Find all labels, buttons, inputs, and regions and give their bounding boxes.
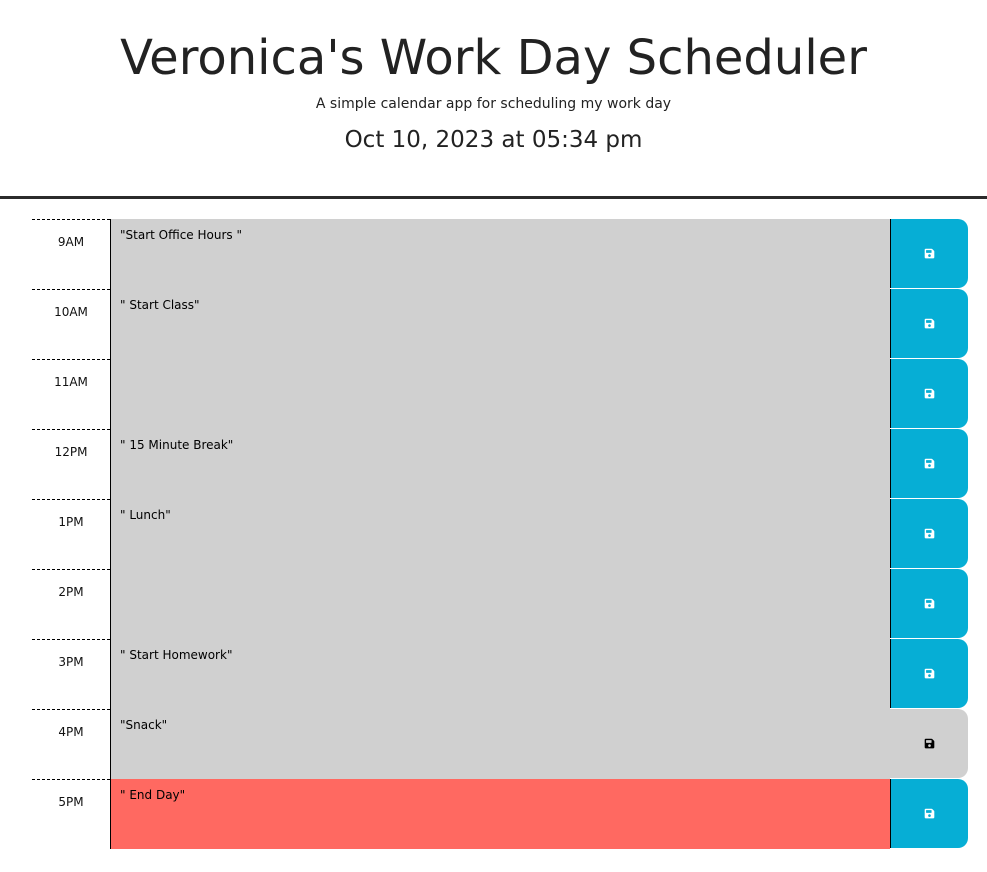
floppy-disk-icon	[924, 388, 935, 399]
time-block-row: 2PM	[32, 569, 968, 639]
header: Veronica's Work Day Scheduler A simple c…	[0, 0, 987, 199]
floppy-disk-icon	[924, 668, 935, 679]
save-button[interactable]	[890, 219, 968, 288]
save-button[interactable]	[890, 709, 968, 778]
time-block-row: 3PM " Start Homework"	[32, 639, 968, 709]
hour-label: 10AM	[32, 289, 110, 359]
floppy-disk-icon	[924, 598, 935, 609]
floppy-disk-icon	[924, 248, 935, 259]
floppy-disk-icon	[924, 808, 935, 819]
page-title: Veronica's Work Day Scheduler	[120, 30, 867, 86]
floppy-disk-icon	[924, 458, 935, 469]
time-block-row: 5PM " End Day"	[32, 779, 968, 849]
hour-label: 11AM	[32, 359, 110, 429]
hour-label: 5PM	[32, 779, 110, 849]
hour-label: 12PM	[32, 429, 110, 499]
time-block-row: 10AM " Start Class"	[32, 289, 968, 359]
hour-label: 2PM	[32, 569, 110, 639]
task-description-input[interactable]	[110, 569, 890, 639]
task-description-input[interactable]: " Start Homework"	[110, 639, 890, 709]
time-block-row: 9AM "Start Office Hours "	[32, 219, 968, 289]
task-description-input[interactable]	[110, 359, 890, 429]
time-block-row: 4PM "Snack"	[32, 709, 968, 779]
hour-label: 1PM	[32, 499, 110, 569]
time-block-row: 11AM	[32, 359, 968, 429]
save-button[interactable]	[890, 429, 968, 498]
hour-label: 3PM	[32, 639, 110, 709]
hour-label: 4PM	[32, 709, 110, 779]
time-block-row: 12PM " 15 Minute Break"	[32, 429, 968, 499]
save-button[interactable]	[890, 779, 968, 848]
task-description-input[interactable]: " 15 Minute Break"	[110, 429, 890, 499]
task-description-input[interactable]: "Start Office Hours "	[110, 219, 890, 289]
task-description-input[interactable]: " Lunch"	[110, 499, 890, 569]
time-block-row: 1PM " Lunch"	[32, 499, 968, 569]
task-description-input[interactable]: " End Day"	[110, 779, 890, 849]
floppy-disk-icon	[924, 528, 935, 539]
save-button[interactable]	[890, 359, 968, 428]
time-block-list: 9AM "Start Office Hours " 10AM " Start Clas…	[32, 219, 968, 849]
save-button[interactable]	[890, 289, 968, 358]
current-datetime: Oct 10, 2023 at 05:34 pm	[344, 127, 643, 153]
hour-label: 9AM	[32, 219, 110, 289]
save-button[interactable]	[890, 639, 968, 708]
page-subtitle: A simple calendar app for scheduling my …	[315, 96, 672, 112]
floppy-disk-icon	[924, 738, 935, 749]
save-button[interactable]	[890, 499, 968, 568]
save-button[interactable]	[890, 569, 968, 638]
floppy-disk-icon	[924, 318, 935, 329]
task-description-input[interactable]: "Snack"	[110, 709, 890, 779]
task-description-input[interactable]: " Start Class"	[110, 289, 890, 359]
